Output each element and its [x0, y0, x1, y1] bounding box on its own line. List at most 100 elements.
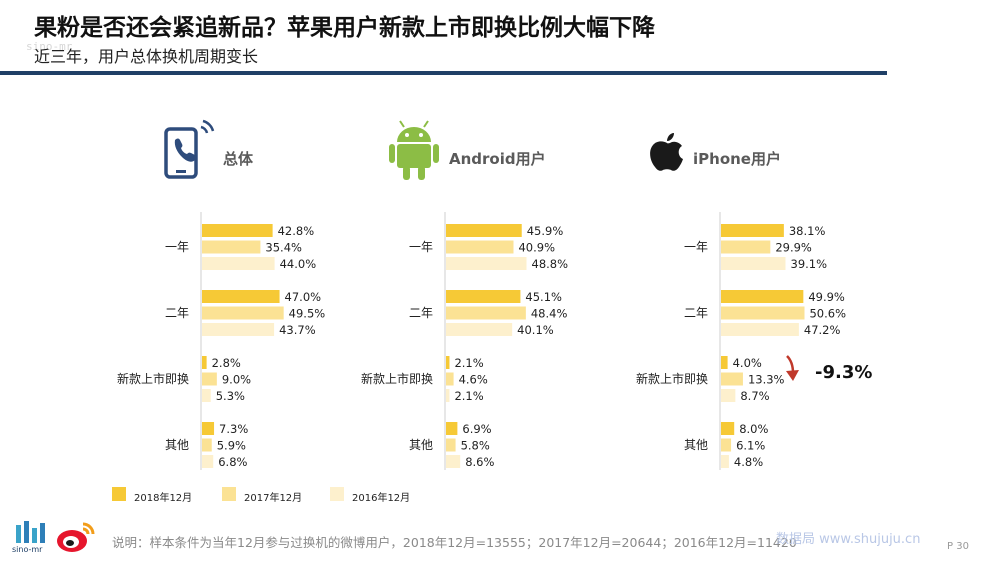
- header-rule: [0, 71, 887, 75]
- bar: [202, 224, 273, 237]
- data-label: 35.4%: [265, 241, 302, 255]
- page-number: P 30: [947, 541, 969, 552]
- data-label: 6.8%: [218, 455, 247, 469]
- bar: [446, 323, 513, 336]
- legend-swatch-2018: [112, 487, 126, 501]
- bar: [446, 356, 450, 369]
- data-label: 4.0%: [733, 356, 762, 370]
- bar: [446, 240, 514, 254]
- mobile-phone-icon: [164, 119, 215, 179]
- footer-note: 说明：样本条件为当年12月参与过换机的微博用户，2018年12月=13555；2…: [112, 535, 797, 550]
- data-label: 9.0%: [222, 373, 251, 387]
- data-label: 50.6%: [809, 307, 846, 321]
- data-label: 7.3%: [219, 422, 248, 436]
- bar: [202, 356, 207, 369]
- data-label: 47.2%: [804, 323, 841, 337]
- data-label: 13.3%: [748, 373, 785, 387]
- data-label: 45.1%: [525, 290, 562, 304]
- bar: [446, 257, 527, 270]
- bar: [721, 306, 805, 320]
- apple-icon: [650, 133, 683, 171]
- bar: [202, 257, 275, 270]
- android-icon: [389, 120, 439, 180]
- panel-head: 总体: [108, 110, 368, 190]
- panel-iphone: iPhone用户 一年 38.1% 29.9% 39.1% 二年 49.9% 50.6% 47…: [627, 110, 887, 470]
- bar: [721, 323, 799, 336]
- data-label: 2.1%: [454, 356, 483, 370]
- panel-head: iPhone用户: [627, 110, 887, 190]
- category-label: 新款上市即换: [361, 371, 433, 386]
- category-label: 二年: [684, 306, 708, 320]
- down-arrow-icon: [786, 355, 799, 381]
- data-label: 45.9%: [527, 224, 564, 238]
- chart-android: 一年 45.9% 40.9% 48.8% 二年 45.1% 48.4% 40.1% 新款上市即换…: [361, 212, 569, 470]
- bar: [446, 455, 461, 468]
- category-label: 一年: [684, 240, 708, 254]
- data-label: 8.0%: [739, 422, 768, 436]
- data-label: 8.7%: [740, 389, 769, 403]
- category-label: 其他: [165, 438, 189, 452]
- bar: [202, 306, 284, 320]
- data-label: 2.8%: [212, 356, 241, 370]
- data-label: 6.9%: [462, 422, 491, 436]
- category-label: 二年: [165, 306, 189, 320]
- bar: [446, 290, 521, 303]
- watermark-top-left: sino-mr: [26, 40, 73, 53]
- bar: [446, 389, 450, 402]
- bar: [446, 438, 456, 452]
- data-label: 49.5%: [289, 307, 326, 321]
- legend-label: 2018年12月: [134, 493, 193, 504]
- bar: [202, 422, 215, 435]
- bar: [721, 356, 728, 369]
- legend-swatch-2017: [222, 487, 236, 501]
- page-title: 果粉是否还会紧追新品？苹果用户新款上市即换比例大幅下降: [34, 15, 655, 41]
- data-label: 40.1%: [517, 323, 554, 337]
- data-label: 5.9%: [217, 439, 246, 453]
- category-label: 其他: [409, 438, 433, 452]
- data-label: 8.6%: [465, 455, 494, 469]
- data-label: 43.7%: [279, 323, 316, 337]
- data-label: 4.8%: [734, 455, 763, 469]
- panel-label: Android用户: [449, 150, 546, 168]
- panel-label: 总体: [223, 150, 254, 168]
- category-label: 新款上市即换: [636, 371, 708, 386]
- data-label: 29.9%: [775, 241, 812, 255]
- sino-mr-logo-icon: [16, 521, 45, 543]
- data-label: 42.8%: [278, 224, 315, 238]
- chart-iphone: 一年 38.1% 29.9% 39.1% 二年 49.9% 50.6% 47.2% 新款上市即换…: [636, 212, 846, 470]
- legend-label: 2016年12月: [352, 493, 411, 504]
- bar: [721, 422, 735, 435]
- bar: [202, 240, 261, 254]
- category-label: 一年: [409, 240, 433, 254]
- bar: [446, 306, 526, 320]
- bar: [446, 372, 454, 386]
- panel-label: iPhone用户: [693, 150, 781, 168]
- category-label: 二年: [409, 306, 433, 320]
- data-label: 47.0%: [285, 290, 322, 304]
- data-label: 5.8%: [461, 439, 490, 453]
- weibo-logo-icon: [57, 522, 95, 552]
- panel-head: Android用户: [352, 110, 612, 190]
- panel-android: Android用户 一年 45.9% 40.9% 48.8% 二年 45.1% 48.4% 4…: [352, 110, 612, 470]
- data-label: 48.8%: [532, 257, 569, 271]
- bar: [721, 389, 736, 402]
- bar: [721, 224, 784, 237]
- category-label: 新款上市即换: [117, 371, 189, 386]
- annotation-change: -9.3%: [815, 362, 873, 383]
- bar: [721, 240, 771, 254]
- bar: [202, 323, 275, 336]
- legend-swatch-2016: [330, 487, 344, 501]
- bar: [202, 438, 212, 452]
- data-label: 4.6%: [459, 373, 488, 387]
- page-subtitle: 近三年，用户总体换机周期变长: [34, 47, 259, 66]
- data-label: 5.3%: [216, 389, 245, 403]
- panel-overall: 总体 一年 42.8% 35.4% 44.0% 二年 47.0% 49.5% 43.7% 新款上…: [108, 110, 368, 470]
- bar: [202, 372, 217, 386]
- bar: [721, 438, 732, 452]
- data-label: 2.1%: [454, 389, 483, 403]
- category-label: 其他: [684, 438, 708, 452]
- bar: [202, 389, 211, 402]
- logo-text: sino-mr: [12, 545, 43, 554]
- data-label: 49.9%: [808, 290, 845, 304]
- bar: [721, 455, 729, 468]
